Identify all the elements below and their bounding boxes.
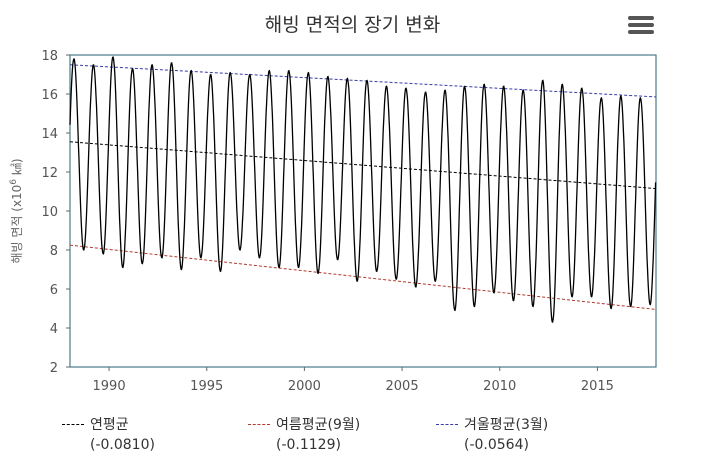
legend-item-winter[interactable]: 겨울평균(3월) (-0.0564) bbox=[436, 415, 548, 455]
menu-button[interactable] bbox=[628, 16, 654, 38]
legend-value-annual: (-0.0810) bbox=[90, 437, 155, 453]
legend-item-summer[interactable]: 여름평균(9월) (-0.1129) bbox=[248, 415, 360, 455]
x-tick-label: 2010 bbox=[483, 379, 516, 394]
legend-label-summer: 여름평균(9월) bbox=[276, 417, 361, 433]
hamburger-menu-icon bbox=[628, 16, 654, 20]
series-line-sea-ice bbox=[69, 56, 657, 323]
y-tick-label: 2 bbox=[50, 361, 58, 376]
x-tick-label: 1990 bbox=[93, 379, 126, 394]
x-tick-label: 2005 bbox=[386, 379, 419, 394]
menu-icon-bar bbox=[628, 23, 654, 27]
legend-value-summer: (-0.1129) bbox=[276, 437, 341, 453]
y-tick-label: 4 bbox=[50, 322, 58, 337]
legend-swatch-winter bbox=[436, 423, 458, 425]
y-tick-label: 16 bbox=[41, 88, 58, 103]
chart-plot: 2 4 6 8 10 12 14 16 18 1990 1995 2000 2005 2010 2015 해빙… bbox=[9, 49, 657, 394]
trend-line-summer bbox=[69, 244, 657, 310]
x-tick-label: 1995 bbox=[190, 379, 223, 394]
legend-value-winter: (-0.0564) bbox=[464, 437, 529, 453]
legend-item-annual[interactable]: 연평균 (-0.0810) bbox=[62, 415, 155, 455]
x-tick-label: 2015 bbox=[581, 379, 614, 394]
legend-label-annual: 연평균 bbox=[90, 417, 129, 433]
y-tick-label: 14 bbox=[41, 127, 58, 142]
y-axis-label: 해빙 면적 (x106 ㎢) bbox=[9, 158, 24, 263]
chart-title: 해빙 면적의 장기 변화 bbox=[264, 14, 441, 36]
trend-line-winter bbox=[69, 64, 657, 98]
y-tick-label: 6 bbox=[50, 283, 58, 298]
y-tick-label: 8 bbox=[50, 244, 58, 259]
legend-swatch-annual bbox=[62, 423, 84, 425]
x-tick-label: 2000 bbox=[288, 379, 321, 394]
y-tick-label: 12 bbox=[41, 166, 58, 181]
y-tick-label: 10 bbox=[41, 205, 58, 220]
legend-label-winter: 겨울평균(3월) bbox=[464, 417, 549, 433]
legend-swatch-summer bbox=[248, 423, 270, 425]
menu-icon-bar bbox=[628, 30, 654, 34]
y-tick-label: 18 bbox=[41, 49, 58, 64]
